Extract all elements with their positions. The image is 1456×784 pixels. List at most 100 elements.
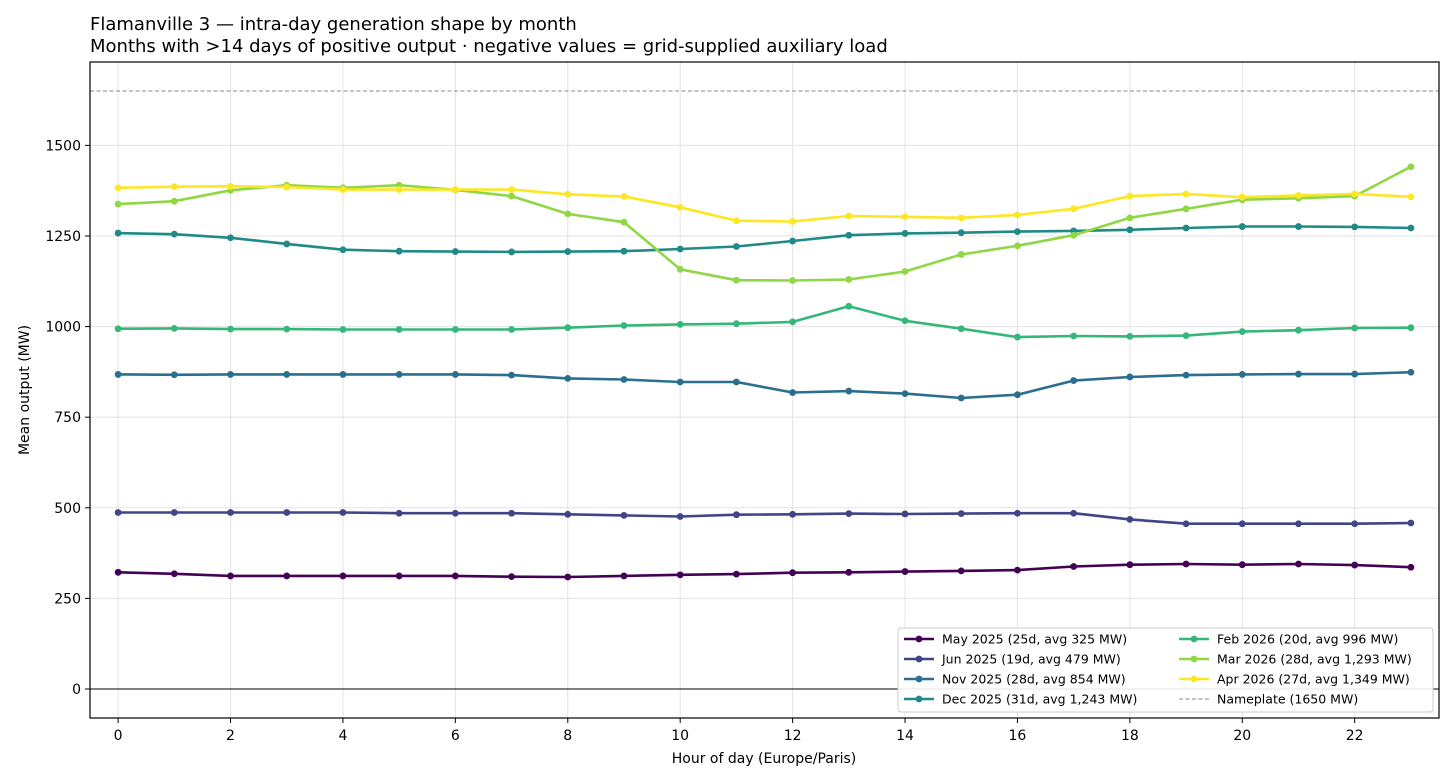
data-point [1126, 226, 1134, 234]
data-point [508, 186, 515, 193]
data-point [114, 200, 122, 208]
data-point [901, 568, 909, 575]
data-point [732, 243, 740, 250]
data-point [339, 371, 347, 378]
data-point [676, 245, 684, 253]
data-point [789, 510, 797, 518]
data-point [170, 509, 178, 516]
data-point [1238, 561, 1246, 569]
data-point [1070, 205, 1078, 213]
data-point [283, 240, 291, 248]
data-point [676, 378, 684, 386]
data-point [283, 572, 291, 580]
data-point [227, 572, 234, 580]
legend-item-nameplate: Nameplate (1650 MW) [1179, 692, 1358, 707]
data-point [845, 568, 853, 576]
data-point [395, 509, 403, 517]
data-point [1295, 370, 1302, 378]
data-point [1351, 324, 1359, 332]
data-point [1238, 223, 1246, 230]
data-point [508, 371, 515, 379]
data-point [1070, 563, 1078, 570]
data-point [901, 317, 909, 325]
legend-item-feb-2026: Feb 2026 (20d, avg 996 MW) [1179, 632, 1398, 647]
legend-label: Nov 2025 (28d, avg 854 MW) [942, 672, 1126, 687]
data-point [227, 234, 234, 242]
data-point [1295, 223, 1302, 230]
data-point [1126, 561, 1134, 569]
data-point [901, 230, 909, 237]
data-point [1351, 190, 1359, 198]
data-point [1014, 509, 1021, 517]
data-point [789, 218, 797, 225]
data-point [1407, 224, 1415, 232]
data-point [1238, 371, 1246, 378]
data-point [1070, 332, 1078, 340]
data-point [732, 378, 740, 386]
data-point [732, 570, 740, 578]
data-point [620, 512, 628, 519]
data-point [564, 190, 572, 198]
data-point [957, 567, 965, 575]
data-point [1126, 214, 1134, 222]
data-point [957, 510, 965, 517]
data-point [1014, 333, 1021, 341]
data-point [1407, 163, 1415, 171]
data-point [1182, 205, 1190, 213]
legend-marker [1190, 655, 1198, 663]
series-may-2025 [114, 560, 1415, 581]
data-point [283, 371, 291, 378]
data-point [564, 573, 572, 581]
data-point [620, 193, 628, 200]
data-point [564, 375, 572, 382]
data-point [170, 324, 178, 332]
legend-label: Feb 2026 (20d, avg 996 MW) [1217, 632, 1398, 647]
x-axis-label: Hour of day (Europe/Paris) [672, 751, 857, 767]
legend-label: Jun 2025 (19d, avg 479 MW) [941, 652, 1121, 667]
data-point [901, 510, 909, 518]
data-point [1126, 192, 1134, 200]
data-point [227, 182, 234, 190]
data-point [339, 326, 347, 333]
data-point [789, 569, 797, 577]
legend-item-nov-2025: Nov 2025 (28d, avg 854 MW) [904, 672, 1126, 687]
data-point [901, 390, 909, 398]
series-dec-2025 [114, 223, 1415, 256]
legend-box [897, 627, 1434, 713]
data-point [114, 509, 122, 516]
data-point [1182, 190, 1190, 198]
data-point [676, 513, 684, 520]
legend-item-apr-2026: Apr 2026 (27d, avg 1,349 MW) [1179, 672, 1410, 687]
data-point [1351, 520, 1359, 528]
data-point [901, 213, 909, 221]
data-point [1014, 228, 1021, 236]
y-tick-label: 1500 [45, 138, 81, 154]
data-point [676, 321, 684, 328]
data-point [789, 237, 797, 245]
data-point [395, 247, 403, 255]
data-point [957, 251, 965, 258]
data-point [1182, 560, 1190, 568]
y-tick-label: 250 [54, 591, 81, 607]
chart-title: Flamanville 3 — intra-day generation sha… [90, 14, 577, 35]
data-point [451, 509, 459, 517]
legend-label: Apr 2026 (27d, avg 1,349 MW) [1217, 672, 1410, 687]
data-point [227, 371, 234, 378]
series-line [118, 370, 1411, 400]
legend-label: Nameplate (1650 MW) [1217, 692, 1358, 707]
data-point [620, 247, 628, 255]
legend-marker [915, 655, 923, 663]
series-line [118, 562, 1411, 579]
data-point [789, 389, 797, 396]
x-tick-label: 2 [226, 728, 235, 744]
x-tick-label: 18 [1121, 728, 1139, 744]
x-tick-label: 8 [563, 728, 572, 744]
legend-marker [1190, 635, 1198, 643]
data-point [339, 572, 347, 580]
data-point [845, 212, 853, 220]
data-point [845, 302, 853, 310]
legend-label: May 2025 (25d, avg 325 MW) [942, 632, 1127, 647]
x-tick-label: 12 [784, 728, 802, 744]
data-point [170, 230, 178, 238]
